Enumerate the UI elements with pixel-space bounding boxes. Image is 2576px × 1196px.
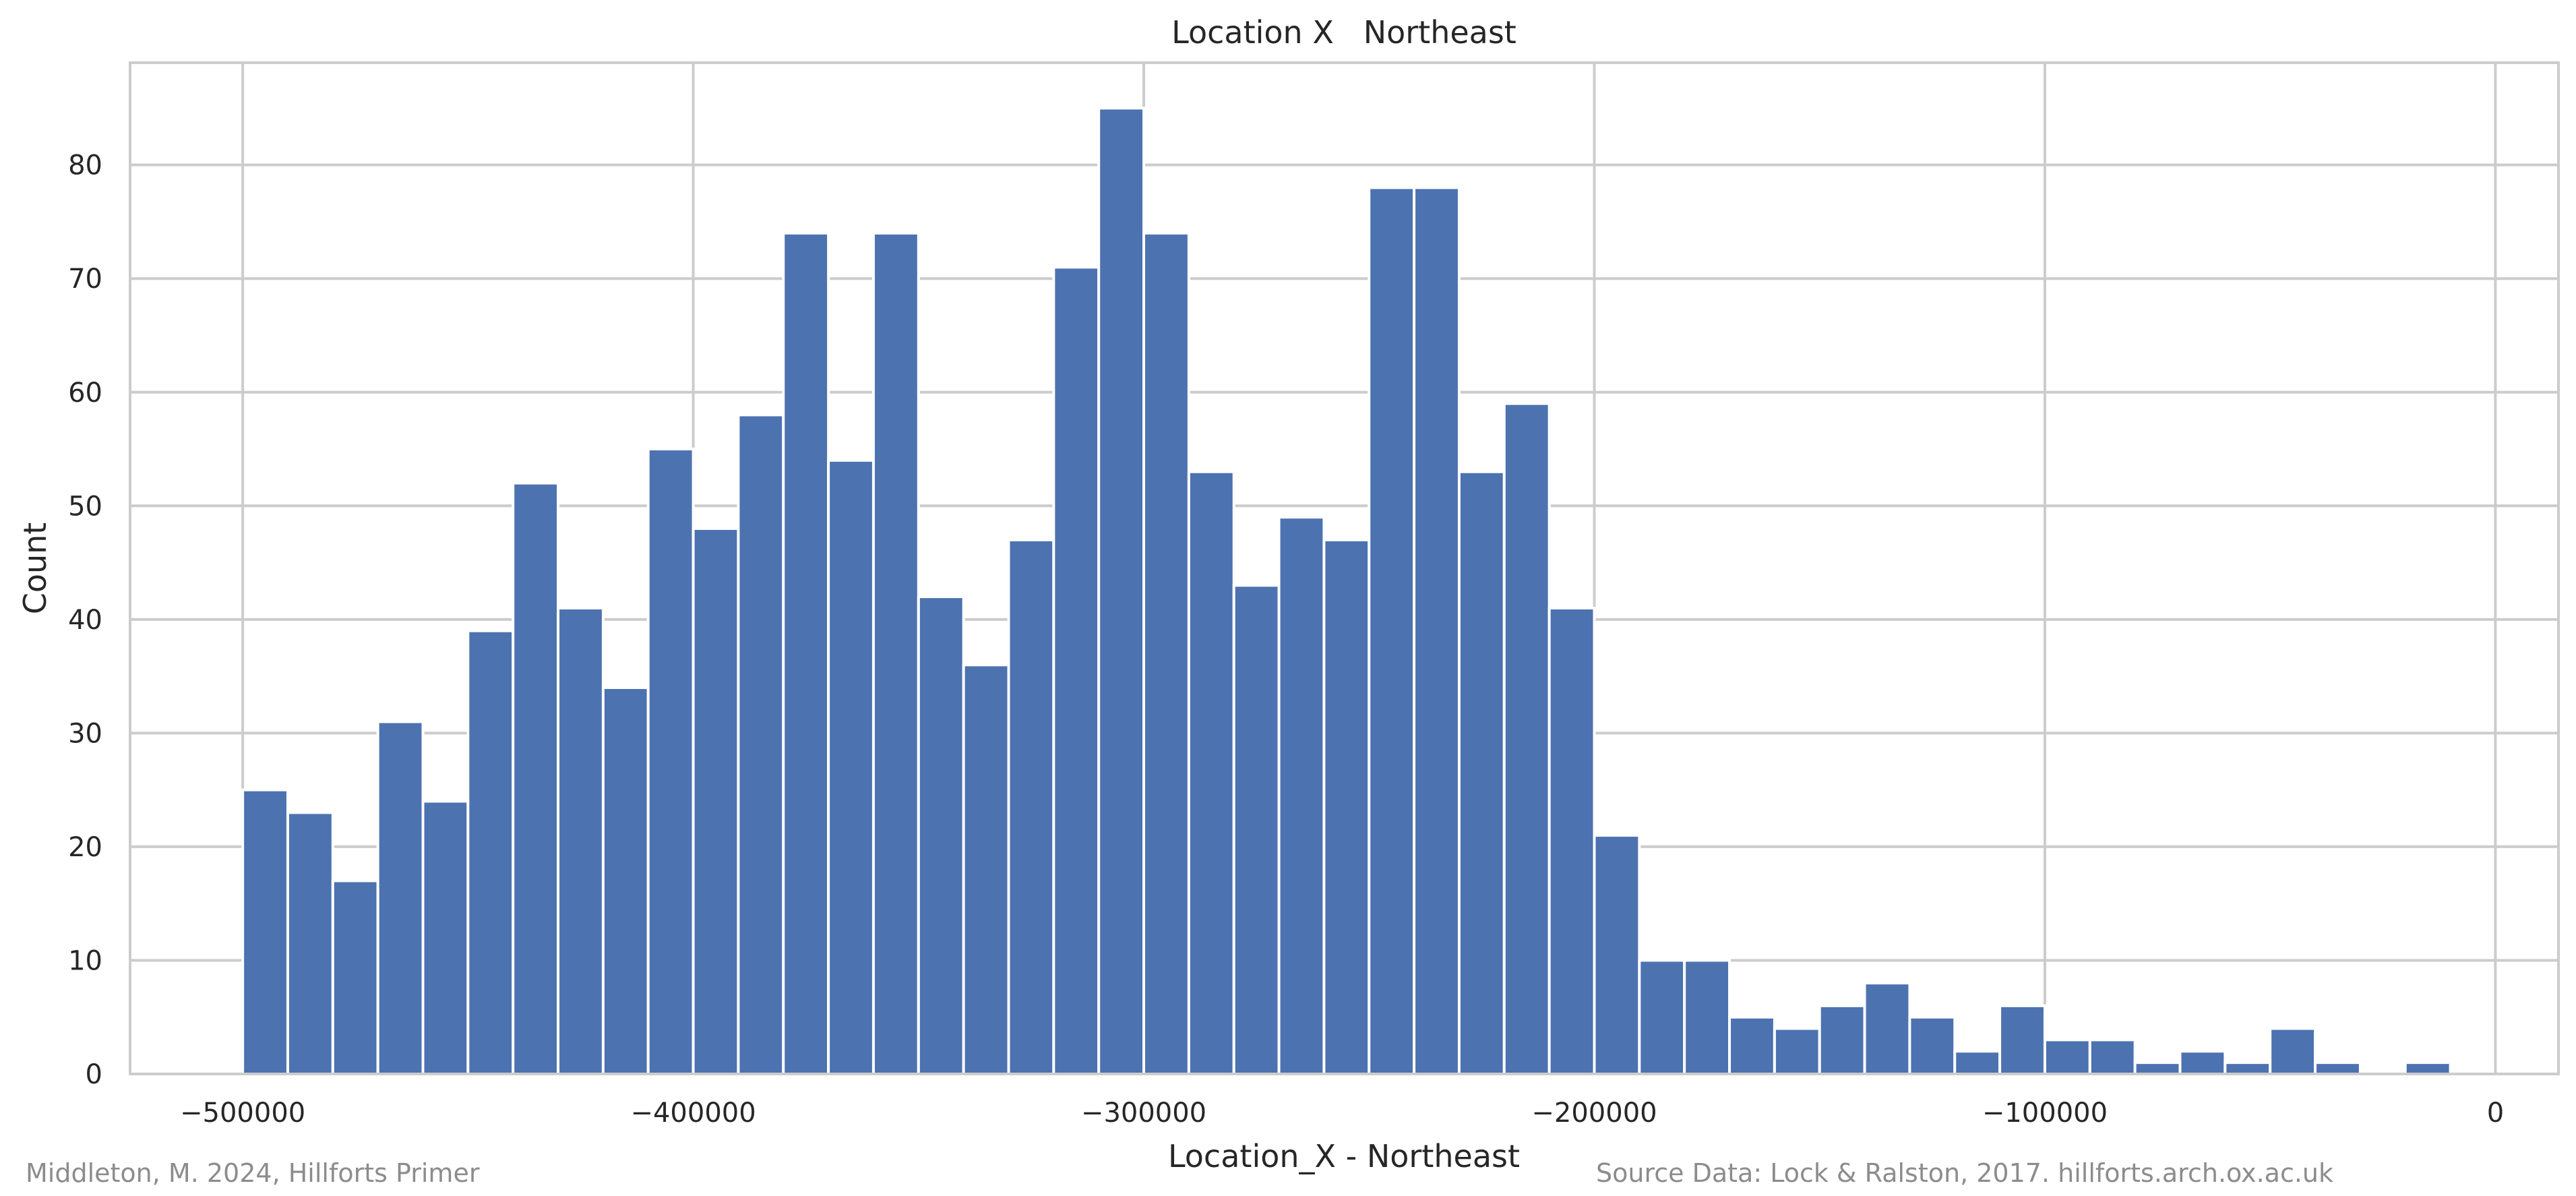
- histogram-bar: [1187, 470, 1235, 1075]
- x-tick-label: −100000: [1982, 1098, 2108, 1129]
- histogram-bar: [1638, 959, 1686, 1076]
- x-tick-label: −200000: [1531, 1098, 1657, 1129]
- y-tick-label: 10: [68, 945, 102, 976]
- histogram-bar: [1728, 1015, 1776, 1076]
- plot-frame: [129, 61, 2560, 1075]
- histogram-bar: [331, 879, 379, 1075]
- histogram-bar: [1683, 959, 1731, 1076]
- histogram-bar: [782, 231, 830, 1076]
- histogram-bar: [2178, 1050, 2227, 1075]
- x-axis-label: Location_X - Northeast: [1168, 1138, 1520, 1174]
- footer-source: Source Data: Lock & Ralston, 2017. hillf…: [1596, 1158, 2334, 1188]
- x-tick-labels: −500000 −400000 −300000 −200000 −100000 0: [180, 1098, 2504, 1129]
- histogram-bar: [286, 811, 334, 1075]
- histogram-bar: [557, 606, 605, 1075]
- x-tick-label: −300000: [1081, 1098, 1206, 1129]
- y-tick-label: 0: [86, 1059, 102, 1090]
- histogram-bar: [871, 231, 920, 1076]
- y-tick-label: 40: [68, 605, 102, 636]
- y-tick-label: 60: [68, 378, 102, 409]
- histogram-bar: [241, 788, 289, 1076]
- histogram-bar: [2043, 1038, 2091, 1076]
- histogram-bars: [241, 107, 2452, 1076]
- histogram-bar: [1863, 982, 1911, 1076]
- histogram-bar: [1277, 516, 1326, 1075]
- x-tick-label: 0: [2487, 1098, 2504, 1129]
- histogram-bar: [2403, 1061, 2452, 1076]
- histogram-bar: [1232, 584, 1281, 1075]
- histogram-bar: [1908, 1015, 1957, 1076]
- histogram-bar: [917, 595, 965, 1075]
- histogram-bar: [962, 663, 1010, 1075]
- y-tick-labels: 0 10 20 30 40 50 60 70 80: [68, 150, 102, 1090]
- histogram-bar: [692, 527, 740, 1075]
- histogram-bar: [1413, 186, 1461, 1075]
- histogram-bar: [2224, 1061, 2272, 1076]
- histogram-bar: [1368, 186, 1416, 1075]
- x-tick-label: −400000: [630, 1098, 756, 1129]
- y-tick-label: 70: [68, 264, 102, 295]
- histogram-bar: [376, 720, 425, 1075]
- x-tick-label: −500000: [180, 1098, 305, 1129]
- histogram-bar: [1052, 266, 1101, 1076]
- histogram-bar: [512, 481, 560, 1075]
- y-tick-label: 20: [68, 832, 102, 863]
- footer-credit: Middleton, M. 2024, Hillforts Primer: [26, 1158, 480, 1188]
- histogram-bar: [1773, 1027, 1821, 1075]
- histogram-bar: [646, 448, 695, 1075]
- histogram-bar: [1097, 107, 1146, 1075]
- chart-title: Location X Northeast: [1171, 14, 1516, 51]
- histogram-bar: [1007, 538, 1055, 1075]
- histogram-bar: [466, 629, 515, 1075]
- histogram-bar: [827, 458, 875, 1075]
- histogram-bar: [2088, 1038, 2137, 1076]
- histogram-bar: [737, 413, 785, 1075]
- histogram-bar: [1953, 1050, 2002, 1075]
- histogram-bar: [2269, 1027, 2317, 1075]
- histogram-bar: [601, 686, 650, 1075]
- y-tick-label: 80: [68, 150, 102, 181]
- histogram-bar: [1818, 1004, 1866, 1076]
- histogram-bar: [1142, 231, 1190, 1076]
- histogram-bar: [1502, 402, 1551, 1075]
- y-axis-label: Count: [17, 522, 53, 615]
- y-tick-label: 30: [68, 718, 102, 749]
- histogram-bar: [1998, 1004, 2046, 1076]
- y-tick-label: 50: [68, 491, 102, 522]
- histogram-bar: [2133, 1061, 2182, 1076]
- histogram-bar: [421, 800, 470, 1075]
- histogram-bar: [1457, 470, 1506, 1075]
- histogram-bar: [1547, 606, 1596, 1075]
- histogram-bar: [1593, 834, 1641, 1075]
- histogram-bar: [1322, 538, 1371, 1075]
- histogram-bar: [2314, 1061, 2362, 1076]
